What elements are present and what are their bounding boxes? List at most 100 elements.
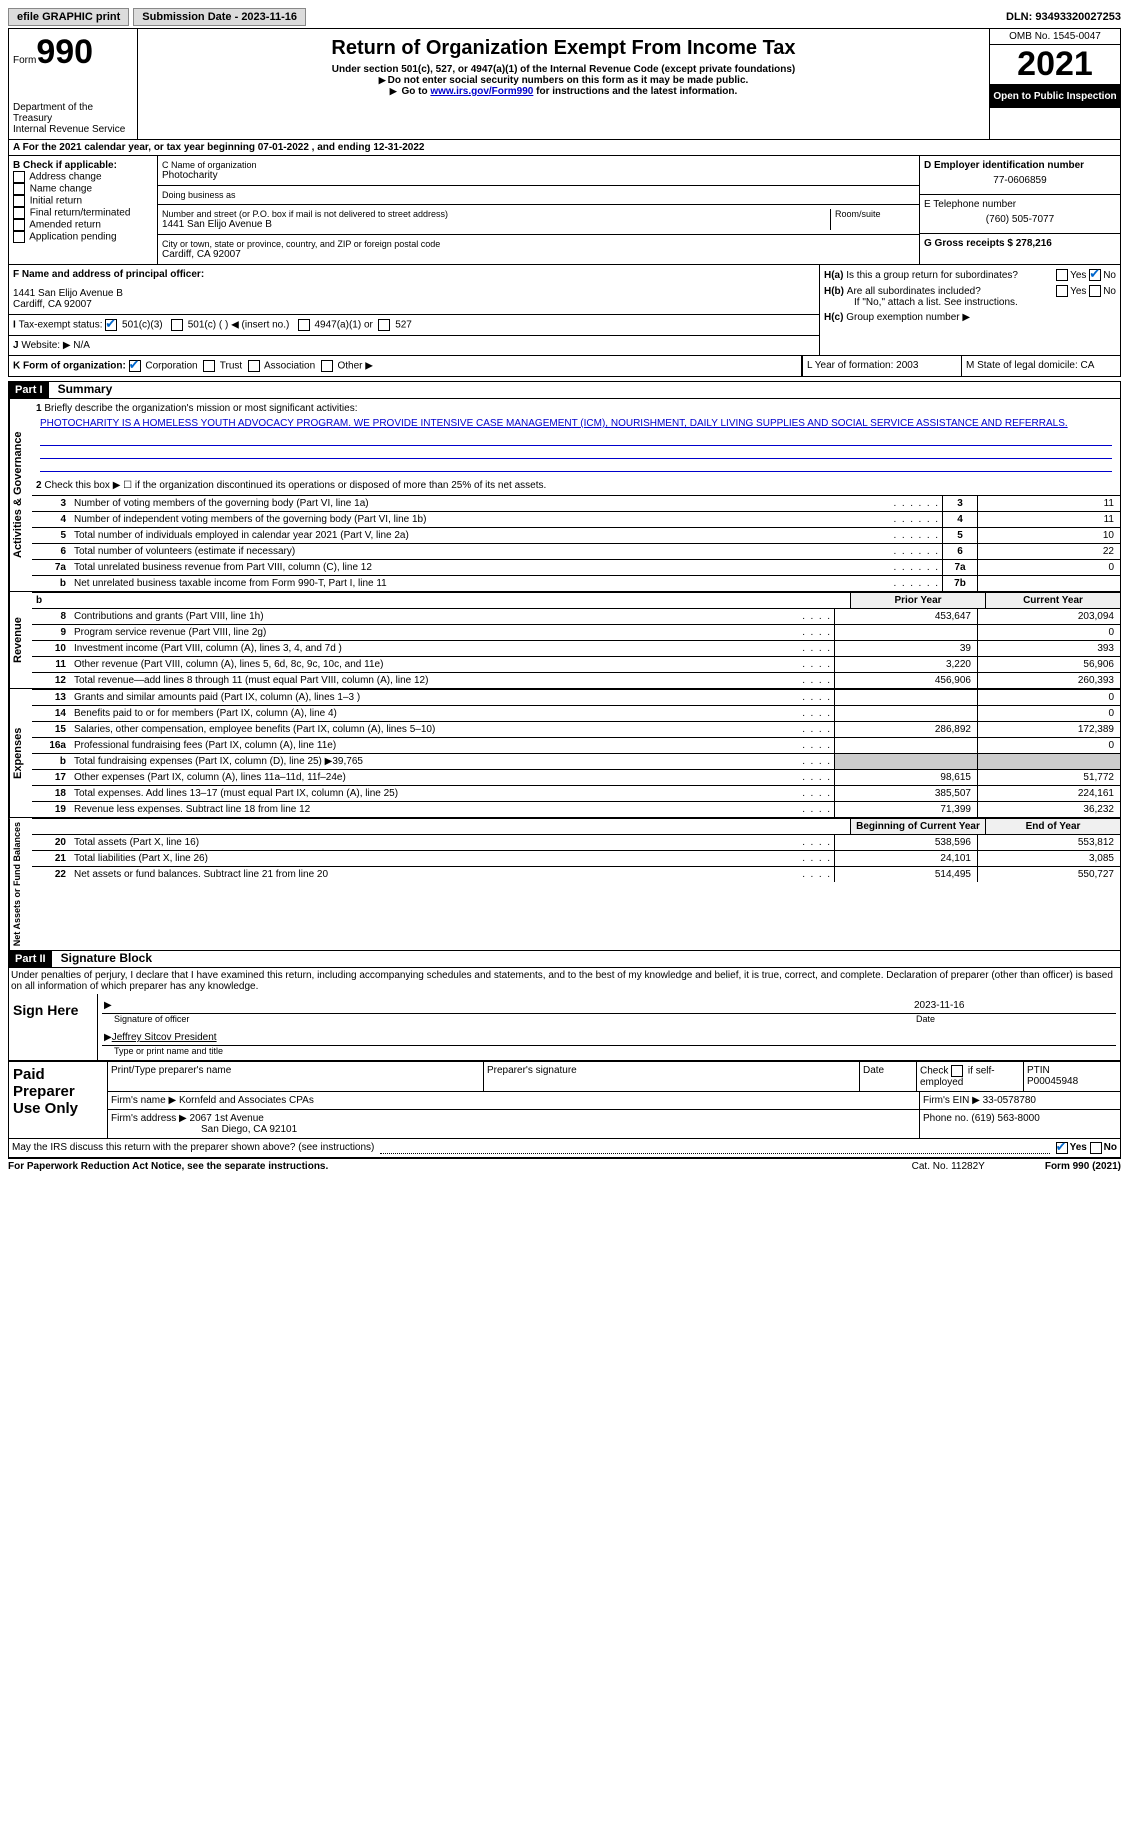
prep-row-3: Firm's address ▶ 2067 1st Avenue San Die… xyxy=(108,1110,1120,1138)
data-line: 18 Total expenses. Add lines 13–17 (must… xyxy=(32,785,1120,801)
penalty-text: Under penalties of perjury, I declare th… xyxy=(8,968,1121,994)
vert-rev-label: Revenue xyxy=(9,592,32,688)
mission-rule xyxy=(40,433,1112,446)
k-trust-checkbox[interactable] xyxy=(203,360,215,372)
part2-badge: Part II xyxy=(9,951,52,967)
b-opt-checkbox[interactable] xyxy=(13,195,25,207)
mission-label: Briefly describe the organization's miss… xyxy=(44,403,357,414)
form-num: 990 xyxy=(36,33,93,71)
527-checkbox[interactable] xyxy=(378,319,390,331)
officer-label: F Name and address of principal officer: xyxy=(13,269,815,280)
firm-addr1: 2067 1st Avenue xyxy=(190,1113,264,1124)
phone-label: E Telephone number xyxy=(924,199,1116,210)
prep-ptin-cell: PTIN P00045948 xyxy=(1024,1062,1120,1091)
b-opt-checkbox[interactable] xyxy=(13,219,25,231)
501c3-checkbox[interactable] xyxy=(105,319,117,331)
website-value: Website: ▶ N/A xyxy=(21,340,90,351)
hc-text: Group exemption number xyxy=(846,312,959,323)
sig-line-2: ▶ Jeffrey Sitcov President xyxy=(102,1030,1116,1046)
prep-name-header: Print/Type preparer's name xyxy=(108,1062,484,1091)
header-right: OMB No. 1545-0047 2021 Open to Public In… xyxy=(989,29,1120,139)
net-assets-section: Net Assets or Fund Balances Beginning of… xyxy=(8,818,1121,951)
city-label: City or town, state or province, country… xyxy=(162,239,915,249)
k-other-checkbox[interactable] xyxy=(321,360,333,372)
k-assoc: Association xyxy=(264,361,315,372)
officer-cell: F Name and address of principal officer:… xyxy=(9,265,819,315)
city-cell: City or town, state or province, country… xyxy=(158,235,919,264)
expenses-section: Expenses 13 Grants and similar amounts p… xyxy=(8,689,1121,818)
hb-no-checkbox[interactable] xyxy=(1089,285,1101,297)
prep-body: Print/Type preparer's name Preparer's si… xyxy=(108,1062,1120,1138)
tax-status-cell: I Tax-exempt status: 501(c)(3) 501(c) ( … xyxy=(9,315,819,336)
dept-label: Department of the Treasury xyxy=(13,102,133,124)
part1-title: Summary xyxy=(58,382,113,396)
discuss-text: May the IRS discuss this return with the… xyxy=(12,1142,374,1154)
street-cell: Number and street (or P.O. box if mail i… xyxy=(158,205,919,235)
data-line: 9 Program service revenue (Part VIII, li… xyxy=(32,624,1120,640)
tax-year: 2021 xyxy=(990,45,1120,85)
mission-rule-2 xyxy=(40,446,1112,459)
k-corp-checkbox[interactable] xyxy=(129,360,141,372)
b-opt-checkbox[interactable] xyxy=(13,183,25,195)
subtitle-3: Go to www.irs.gov/Form990 for instructio… xyxy=(142,86,985,97)
discuss-no-checkbox[interactable] xyxy=(1090,1142,1102,1154)
hb-yes-checkbox[interactable] xyxy=(1056,285,1068,297)
ha-no-checkbox[interactable] xyxy=(1089,269,1101,281)
sig-line-1: ▶ 2023-11-16 xyxy=(102,998,1116,1014)
k-label: K Form of organization: xyxy=(13,361,126,372)
discuss-yes-checkbox[interactable] xyxy=(1056,1142,1068,1154)
dln-label: DLN: 93493320027253 xyxy=(1006,11,1121,23)
prep-sig-header: Preparer's signature xyxy=(484,1062,860,1091)
sig-officer-label: Signature of officer xyxy=(102,1014,916,1024)
data-line: 19 Revenue less expenses. Subtract line … xyxy=(32,801,1120,817)
col-b-checkboxes: B Check if applicable: Address change Na… xyxy=(9,156,158,264)
prep-row-1: Print/Type preparer's name Preparer's si… xyxy=(108,1062,1120,1092)
phone-cell: E Telephone number (760) 505-7077 xyxy=(920,195,1120,234)
gov-body: 1 Briefly describe the organization's mi… xyxy=(32,399,1120,591)
website-cell: J Website: ▶ N/A xyxy=(9,336,819,355)
b-opt-checkbox[interactable] xyxy=(13,171,25,183)
net-body: Beginning of Current Year End of Year 20… xyxy=(32,818,1120,950)
mission-rule-3 xyxy=(40,459,1112,472)
data-line: 17 Other expenses (Part IX, column (A), … xyxy=(32,769,1120,785)
page-footer: For Paperwork Reduction Act Notice, see … xyxy=(8,1158,1121,1174)
revenue-section: Revenue b Prior Year Current Year 8 Cont… xyxy=(8,592,1121,689)
opt-527: 527 xyxy=(395,320,412,331)
data-line: b Total fundraising expenses (Part IX, c… xyxy=(32,753,1120,769)
part1-badge: Part I xyxy=(9,382,49,398)
data-line: 14 Benefits paid to or for members (Part… xyxy=(32,705,1120,721)
col-prior-year: Prior Year xyxy=(850,593,985,608)
data-line: 16a Professional fundraising fees (Part … xyxy=(32,737,1120,753)
irs-link[interactable]: www.irs.gov/Form990 xyxy=(430,86,533,97)
4947-checkbox[interactable] xyxy=(298,319,310,331)
open-public-badge: Open to Public Inspection xyxy=(990,85,1120,108)
k-assoc-checkbox[interactable] xyxy=(248,360,260,372)
firm-phone-cell: Phone no. (619) 563-8000 xyxy=(920,1110,1120,1138)
b-option: Application pending xyxy=(13,231,153,243)
part2-header-row: Part II Signature Block xyxy=(8,951,1121,968)
h-block: H(a) Is this a group return for subordin… xyxy=(820,265,1120,327)
ptin-value: P00045948 xyxy=(1027,1076,1117,1087)
m-state-domicile: M State of legal domicile: CA xyxy=(961,356,1120,376)
ptin-label: PTIN xyxy=(1027,1065,1117,1076)
subtitle-1: Under section 501(c), 527, or 4947(a)(1)… xyxy=(142,64,985,75)
efile-button[interactable]: efile GRAPHIC print xyxy=(8,8,129,26)
b-opt-checkbox[interactable] xyxy=(13,231,25,243)
b-option: Final return/terminated xyxy=(13,207,153,219)
activities-governance-section: Activities & Governance 1 Briefly descri… xyxy=(8,399,1121,592)
501c-checkbox[interactable] xyxy=(171,319,183,331)
firm-addr-cell: Firm's address ▶ 2067 1st Avenue San Die… xyxy=(108,1110,920,1138)
summary-line: 3 Number of voting members of the govern… xyxy=(32,495,1120,511)
b-opt-checkbox[interactable] xyxy=(13,207,25,219)
self-employed-checkbox[interactable] xyxy=(951,1065,963,1077)
form-number: Form990 xyxy=(13,33,133,72)
vert-exp-label: Expenses xyxy=(9,689,32,817)
h-note: If "No," attach a list. See instructions… xyxy=(854,297,1116,308)
ha-yes-checkbox[interactable] xyxy=(1056,269,1068,281)
irs-label: Internal Revenue Service xyxy=(13,124,133,135)
submission-date-button[interactable]: Submission Date - 2023-11-16 xyxy=(133,8,306,26)
l-year-formation: L Year of formation: 2003 xyxy=(802,356,961,376)
street-address: 1441 San Elijo Avenue B xyxy=(162,219,830,230)
ha-text: Is this a group return for subordinates? xyxy=(846,270,1056,281)
firm-name: Kornfeld and Associates CPAs xyxy=(179,1095,314,1106)
